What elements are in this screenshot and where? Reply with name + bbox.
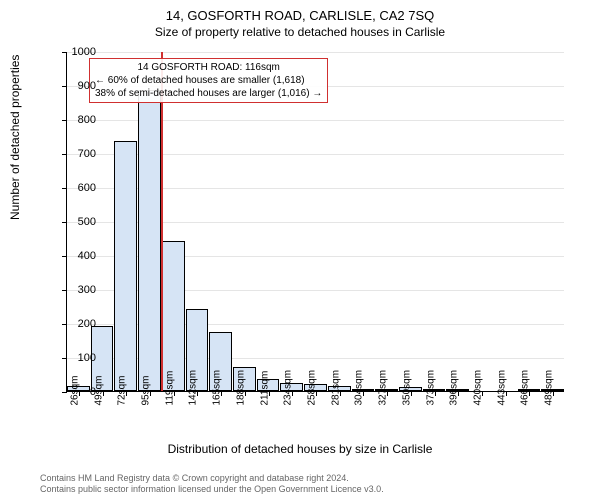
annotation-line: 14 GOSFORTH ROAD: 116sqm — [95, 61, 322, 74]
annotation-line: 38% of semi-detached houses are larger (… — [95, 87, 322, 100]
attribution-line-1: Contains HM Land Registry data © Crown c… — [40, 473, 384, 484]
histogram-bar — [162, 241, 185, 391]
x-axis-label: Distribution of detached houses by size … — [0, 442, 600, 456]
page-title: 14, GOSFORTH ROAD, CARLISLE, CA2 7SQ — [0, 0, 600, 23]
y-tick-label: 600 — [56, 182, 96, 194]
y-tick-label: 900 — [56, 80, 96, 92]
attribution-text: Contains HM Land Registry data © Crown c… — [40, 473, 384, 496]
y-tick-label: 100 — [56, 352, 96, 364]
y-tick-label: 800 — [56, 114, 96, 126]
y-tick-label: 300 — [56, 284, 96, 296]
histogram-bar — [114, 141, 137, 391]
chart-plot-area: 14 GOSFORTH ROAD: 116sqm← 60% of detache… — [66, 52, 564, 392]
gridline — [67, 52, 564, 53]
y-tick-label: 700 — [56, 148, 96, 160]
annotation-box: 14 GOSFORTH ROAD: 116sqm← 60% of detache… — [89, 58, 328, 103]
y-axis-label: Number of detached properties — [8, 55, 22, 220]
histogram-bar — [138, 90, 161, 391]
chart-subtitle: Size of property relative to detached ho… — [0, 23, 600, 39]
attribution-line-2: Contains public sector information licen… — [40, 484, 384, 495]
y-tick-label: 500 — [56, 216, 96, 228]
y-tick-label: 1000 — [56, 46, 96, 58]
y-tick-label: 200 — [56, 318, 96, 330]
y-tick-label: 400 — [56, 250, 96, 262]
annotation-line: ← 60% of detached houses are smaller (1,… — [95, 74, 322, 87]
